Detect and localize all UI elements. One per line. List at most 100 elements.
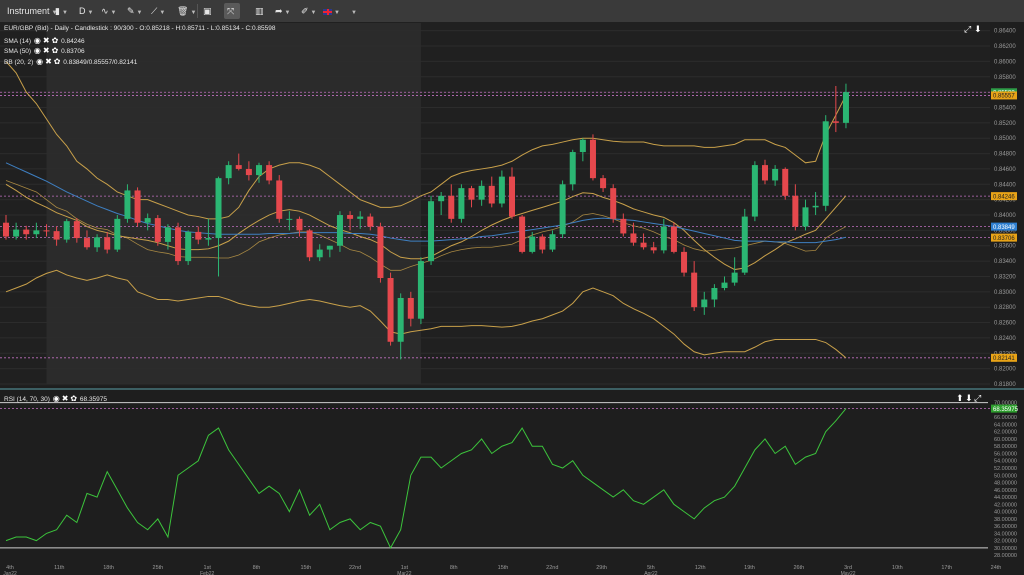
candle-body <box>225 165 232 179</box>
close-icon[interactable]: ✖ <box>45 57 52 66</box>
candle <box>842 83 849 129</box>
candles <box>3 83 849 360</box>
eye-icon[interactable]: ◉ <box>33 46 41 55</box>
close-icon[interactable]: ✖ <box>42 46 50 55</box>
candle-body <box>316 249 323 258</box>
eye-icon[interactable]: ◉ <box>36 57 44 66</box>
rsi-tick-label: 36.00000 <box>994 524 1017 530</box>
brush-icon: ✐ <box>301 6 309 16</box>
candle <box>691 261 698 312</box>
candle-body <box>417 261 424 319</box>
candle-body <box>569 152 576 185</box>
arrow-down-icon[interactable]: ⬇ <box>965 393 973 403</box>
candle <box>3 215 9 240</box>
bar-chart-button[interactable]: ▥ <box>252 3 266 19</box>
chevron-down-icon: ▼ <box>310 10 317 16</box>
candle-body <box>377 226 384 279</box>
candle-body <box>579 139 586 153</box>
time-tick-label: 18th <box>103 565 114 571</box>
gear-icon[interactable]: ✿ <box>70 394 78 403</box>
candle-body <box>33 230 40 235</box>
layout-button[interactable]: ▣ <box>200 3 214 19</box>
candle-body <box>549 234 556 250</box>
candle-body <box>650 247 657 251</box>
sma14-tag-bg <box>991 192 1017 201</box>
time-tick-label: 22nd <box>546 565 558 571</box>
sma50-legend: SMA (50) ◉ ✖ ✿ 0.83706 <box>4 46 85 55</box>
eye-icon[interactable]: ◉ <box>33 36 41 45</box>
timeframe-menu[interactable]: D ▼ <box>76 3 94 19</box>
brush-menu[interactable]: ✐ ▼ <box>298 3 318 19</box>
candle <box>134 187 141 227</box>
time-tick-label: 4th <box>6 565 14 571</box>
expand-panel-icon[interactable]: ⤢ <box>974 393 982 403</box>
close-icon[interactable]: ✖ <box>61 394 69 403</box>
candle-body <box>762 165 768 181</box>
chevron-down-icon: ▼ <box>136 10 143 16</box>
fullscreen-button[interactable]: ⤧ <box>224 3 240 19</box>
layout-icon: ▣ <box>203 6 212 16</box>
gear-icon[interactable]: ✿ <box>51 46 59 55</box>
line-tools-menu[interactable]: ⟋ ▼ <box>148 3 170 19</box>
candle <box>428 195 435 265</box>
chart-type-menu[interactable]: ▮ ▼ <box>52 3 68 19</box>
candle <box>822 115 829 212</box>
price-tick-label: 0.83600 <box>994 244 1016 250</box>
rsi-tick-label: 56.00000 <box>994 451 1017 457</box>
candle <box>53 226 60 246</box>
expand-panel-icon[interactable]: ⤢ <box>964 24 972 34</box>
candle <box>235 153 242 171</box>
candle-body <box>144 218 151 223</box>
candle-body <box>104 237 111 250</box>
candle-body <box>589 139 596 179</box>
price-tick-label: 0.86200 <box>994 44 1016 50</box>
time-tick-sublabel: Apr22 <box>644 571 658 575</box>
close-icon[interactable]: ✖ <box>42 36 50 45</box>
candle-body <box>832 121 839 123</box>
delete-menu[interactable]: 🗑 ▼ <box>174 3 196 19</box>
time-tick-sublabel: May22 <box>841 571 856 575</box>
candle <box>660 218 667 254</box>
settings-menu[interactable]: ▼ <box>346 3 360 19</box>
candle-body <box>83 238 90 248</box>
rsi-label: RSI (14, 70, 30) <box>4 396 50 403</box>
arrow-down-icon[interactable]: ⬇ <box>974 24 982 34</box>
candle <box>185 230 192 265</box>
candle <box>681 247 688 277</box>
drawing-tools-menu[interactable]: ✎ ▼ <box>124 3 146 19</box>
candle-body <box>842 92 849 123</box>
bb-lower-tag: 0.82141 <box>993 356 1015 362</box>
indicators-menu[interactable]: ∿ ▼ <box>98 3 120 19</box>
rsi-tick-label: 48.00000 <box>994 481 1017 487</box>
candle-body <box>286 218 293 220</box>
rsi-tick-label: 28.00000 <box>994 553 1017 559</box>
candle-body <box>701 299 708 308</box>
rsi-tag-bg <box>991 404 1017 413</box>
price-tick-label: 0.83800 <box>994 228 1016 234</box>
arrow-up-icon[interactable]: ⬆ <box>956 393 964 403</box>
chevron-down-icon: ▼ <box>351 10 357 16</box>
chart-area[interactable]: 0.864000.862000.860000.858000.856000.854… <box>0 22 1024 575</box>
rsi-tick-label: 42.00000 <box>994 502 1017 508</box>
price-tick-label: 0.85000 <box>994 136 1016 142</box>
price-axis: 0.864000.862000.860000.858000.856000.854… <box>990 22 1024 388</box>
candle-body <box>751 165 758 217</box>
candle-body <box>195 231 202 240</box>
gear-icon[interactable]: ✿ <box>51 36 59 45</box>
candle <box>83 230 90 250</box>
bb-lower-tag-bg <box>991 353 1017 362</box>
eye-icon[interactable]: ◉ <box>52 394 60 403</box>
candle-body <box>114 218 121 250</box>
price-tick-label: 0.82800 <box>994 305 1016 311</box>
candle-body <box>205 238 212 240</box>
instrument-menu[interactable]: Instrument ▼ <box>4 3 57 19</box>
share-menu[interactable]: ➦ ▼ <box>272 3 294 19</box>
candle <box>326 245 333 258</box>
language-menu[interactable]: ▼ <box>320 3 342 19</box>
gear-icon[interactable]: ✿ <box>53 57 61 66</box>
candle-body <box>134 190 141 223</box>
candle <box>630 222 637 246</box>
candle-body <box>306 230 313 258</box>
candle-body <box>276 180 283 219</box>
bb-upper-line <box>5 61 847 220</box>
